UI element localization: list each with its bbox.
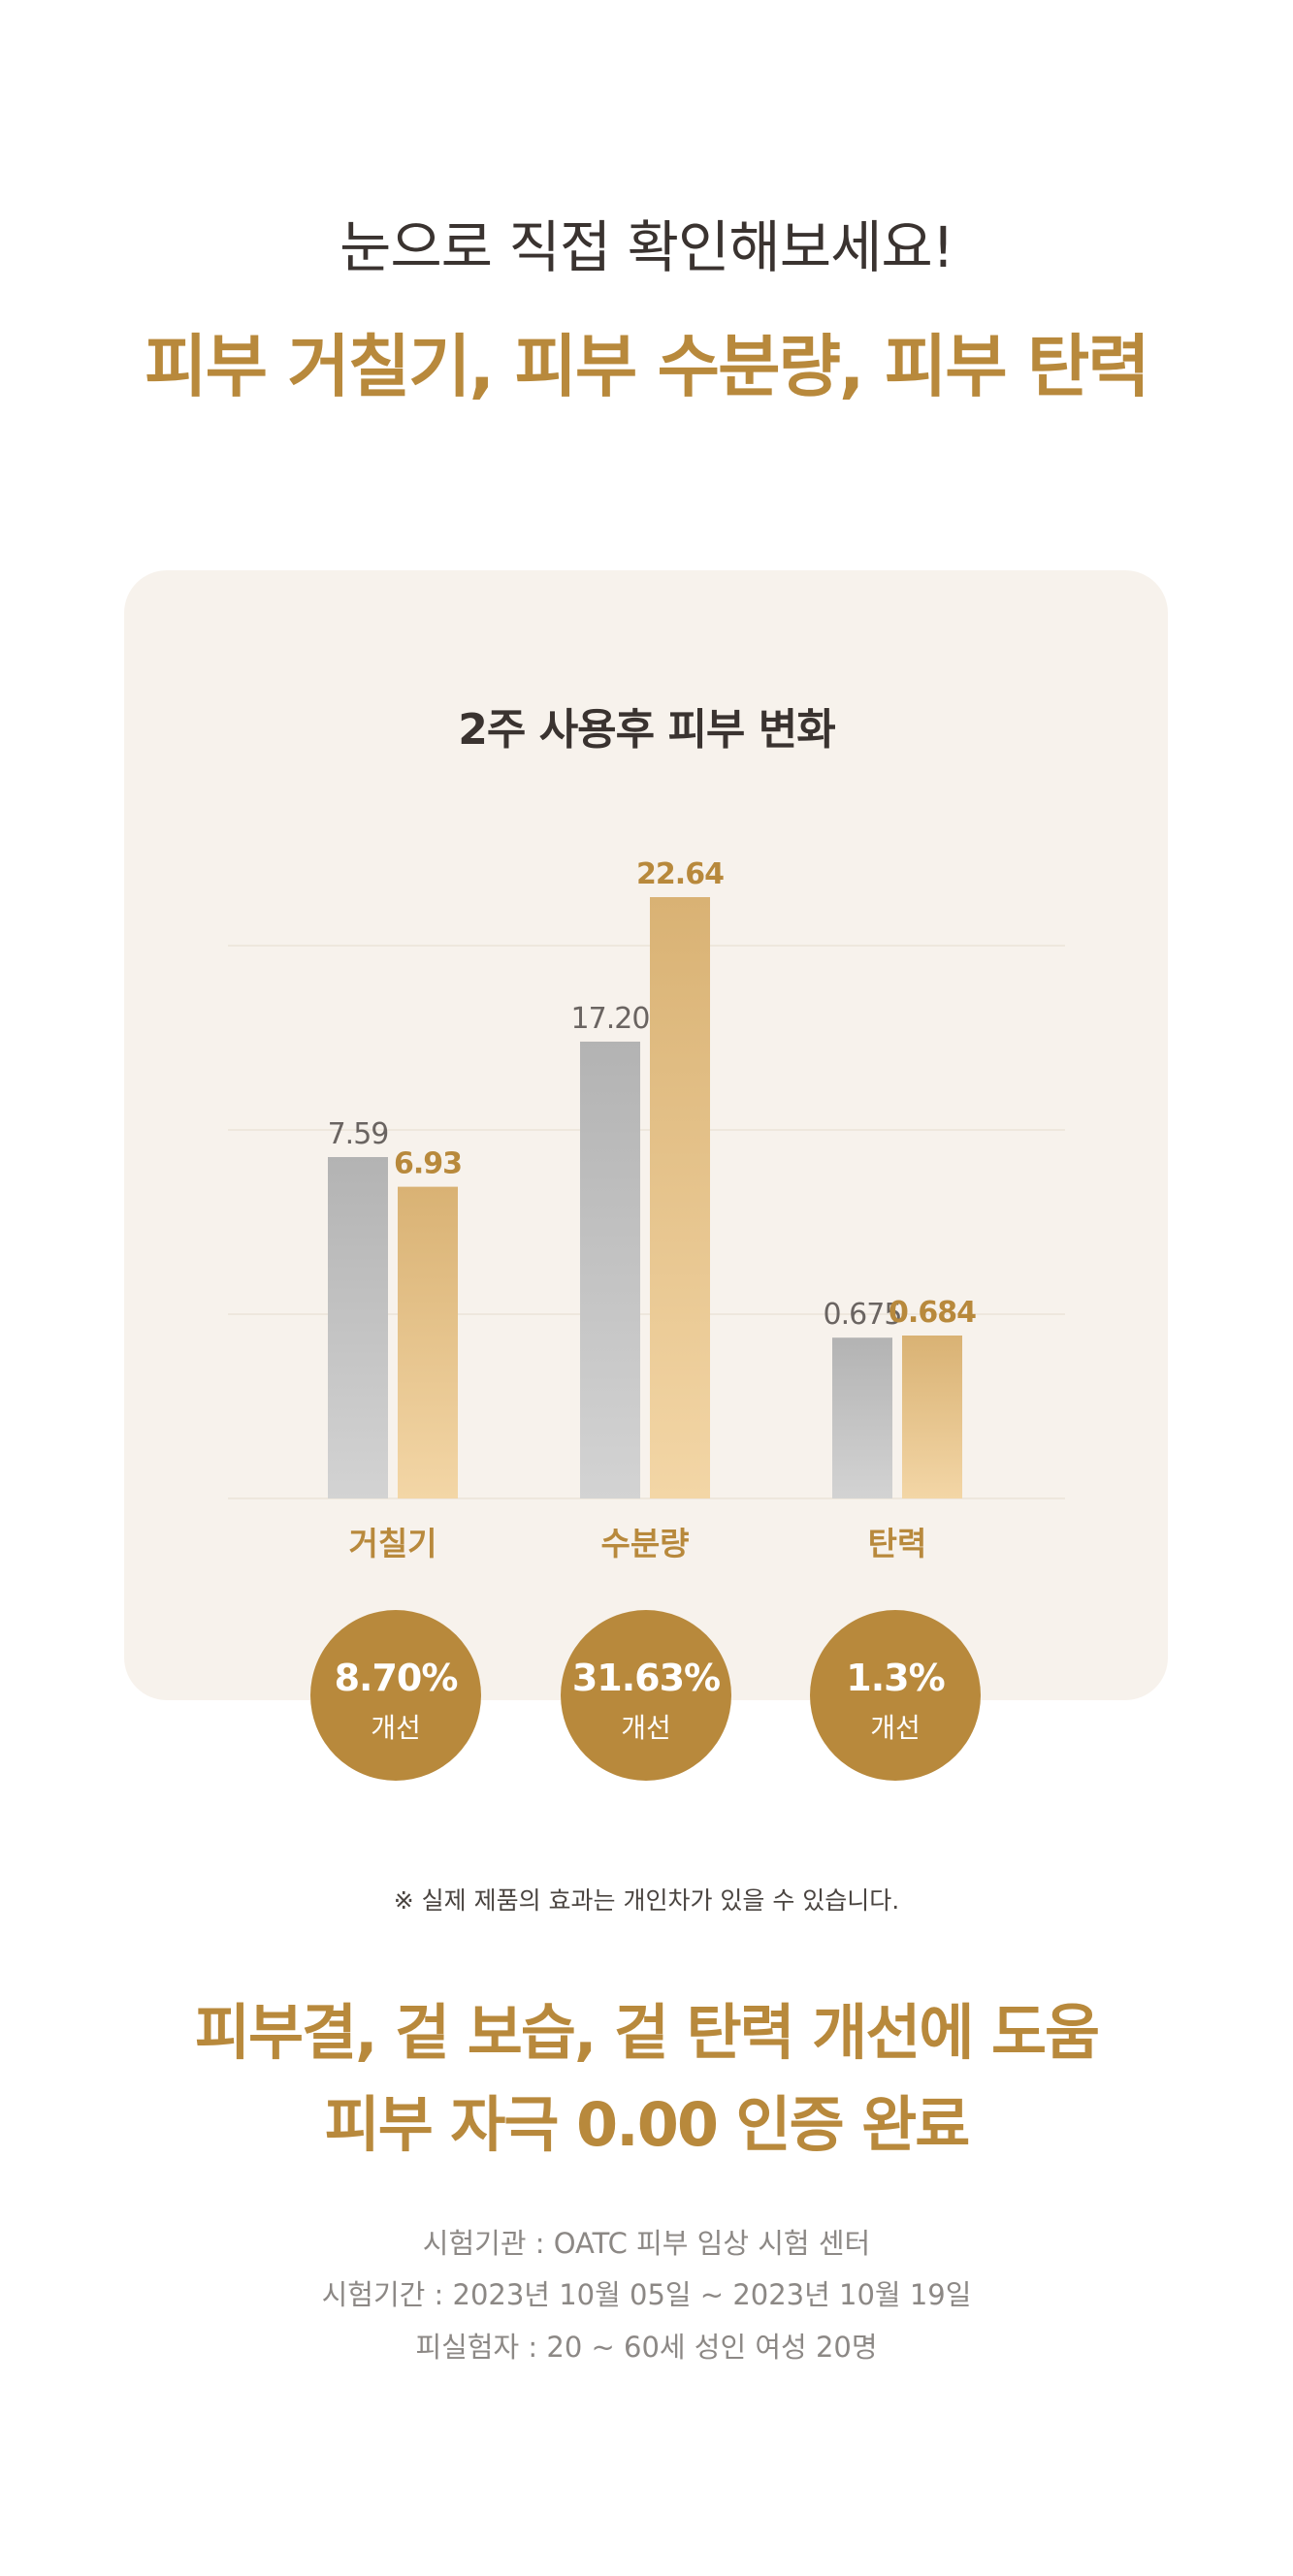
improvement-percent: 31.63% xyxy=(571,1657,721,1699)
bar-after xyxy=(650,897,710,1498)
category-label: 수분량 xyxy=(600,1525,689,1562)
bar-before xyxy=(832,1337,892,1498)
claim-primary: 피부결, 겉 보습, 겉 탄력 개선에 도움 xyxy=(194,1997,1100,2068)
subhead: 피부 거칠기, 피부 수분량, 피부 탄력 xyxy=(145,327,1150,406)
bar-after xyxy=(398,1186,458,1498)
bar-value-label: 0.684 xyxy=(889,1296,976,1330)
claim-secondary: 피부 자극 0.00 인증 완료 xyxy=(324,2089,971,2160)
bar-value-label: 22.64 xyxy=(636,857,724,891)
improvement-badge-roughness: 8.70% 개선 xyxy=(310,1610,481,1781)
test-institution: 시험기관 : OATC 피부 임상 시험 센터 xyxy=(422,2227,871,2260)
test-period: 시험기간 : 2023년 10월 05일 ~ 2023년 10월 19일 xyxy=(321,2278,972,2311)
headline: 눈으로 직접 확인해보세요! xyxy=(339,214,954,280)
improvement-percent: 1.3% xyxy=(846,1657,945,1699)
bar-before xyxy=(328,1157,388,1498)
improvement-percent: 8.70% xyxy=(334,1657,459,1699)
chart-title: 2주 사용후 피부 변화 xyxy=(458,705,835,755)
bar-after xyxy=(902,1336,962,1498)
chart-card xyxy=(124,570,1168,1700)
category-label: 탄력 xyxy=(868,1525,927,1562)
disclaimer-note: ※ 실제 제품의 효과는 개인차가 있을 수 있습니다. xyxy=(393,1886,900,1915)
bar-value-label: 6.93 xyxy=(394,1147,462,1181)
bar-before xyxy=(580,1041,640,1498)
improvement-label: 개선 xyxy=(621,1712,671,1744)
bar-value-label: 0.675 xyxy=(824,1298,902,1332)
category-label: 거칠기 xyxy=(348,1525,436,1562)
improvement-label: 개선 xyxy=(371,1712,421,1744)
improvement-badge-elasticity: 1.3% 개선 xyxy=(810,1610,981,1781)
improvement-badge-moisture: 31.63% 개선 xyxy=(561,1610,731,1781)
improvement-label: 개선 xyxy=(870,1712,921,1744)
test-subjects: 피실험자 : 20 ~ 60세 성인 여성 20명 xyxy=(415,2331,878,2364)
bar-value-label: 17.20 xyxy=(571,1002,650,1036)
bar-value-label: 7.59 xyxy=(328,1117,389,1151)
